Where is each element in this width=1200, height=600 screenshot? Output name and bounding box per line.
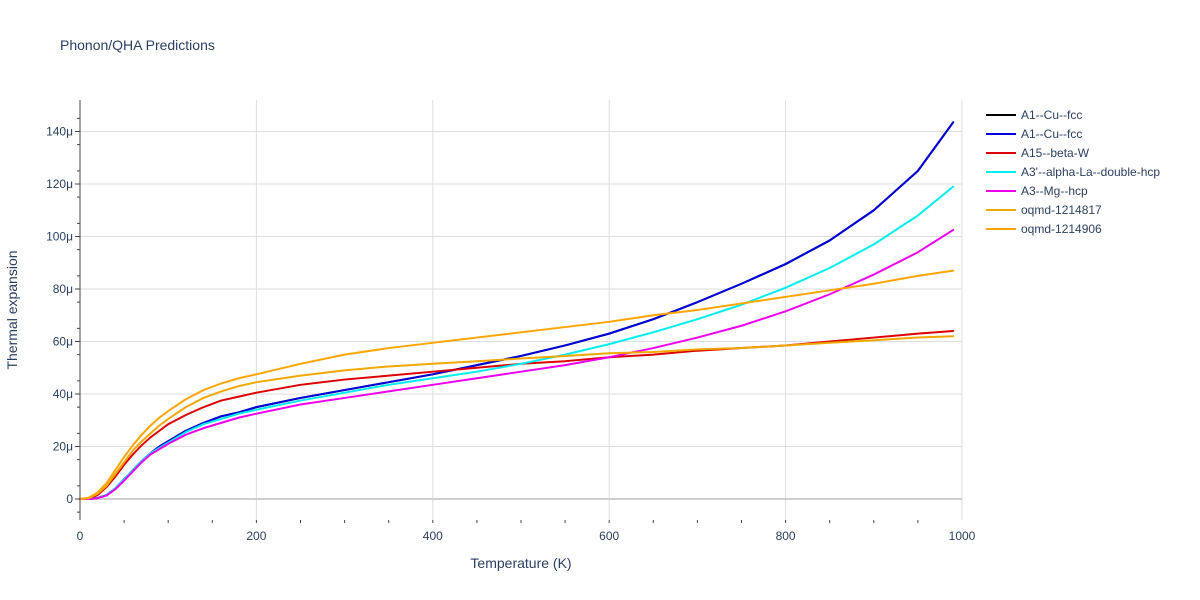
legend-item[interactable]: oqmd-1214906 xyxy=(986,222,1102,236)
legend-label: oqmd-1214906 xyxy=(1021,222,1102,236)
x-tick-label: 200 xyxy=(246,529,266,543)
series-line xyxy=(79,228,955,500)
legend-item[interactable]: oqmd-1214817 xyxy=(986,203,1102,217)
legend-label: A3'--alpha-La--double-hcp xyxy=(1021,165,1160,179)
series-line xyxy=(79,335,955,500)
x-tick-label: 800 xyxy=(776,529,796,543)
series-line xyxy=(79,121,955,500)
chart-title: Phonon/QHA Predictions xyxy=(60,37,215,53)
grid-lines xyxy=(80,100,963,520)
y-tick-label: 140μ xyxy=(46,125,73,139)
y-tick-label: 60μ xyxy=(53,335,73,349)
legend-label: A1--Cu--fcc xyxy=(1021,127,1082,141)
plot-series xyxy=(79,121,955,500)
series-line xyxy=(79,269,955,500)
y-tick-label: 20μ xyxy=(53,440,73,454)
x-tick-label: 1000 xyxy=(949,529,976,543)
legend-item[interactable]: A3--Mg--hcp xyxy=(986,184,1088,198)
y-axis-title: Thermal expansion xyxy=(4,250,20,369)
series-line xyxy=(79,121,955,500)
y-tick-label: 100μ xyxy=(46,230,73,244)
y-tick-label: 40μ xyxy=(53,387,73,401)
legend-label: A1--Cu--fcc xyxy=(1021,108,1082,122)
legend-label: A3--Mg--hcp xyxy=(1021,184,1088,198)
y-tick-label: 120μ xyxy=(46,177,73,191)
legend-item[interactable]: A1--Cu--fcc xyxy=(986,127,1082,141)
legend: A1--Cu--fcc A1--Cu--fcc A15--beta-W A3'--al… xyxy=(986,108,1160,236)
legend-label: oqmd-1214817 xyxy=(1021,203,1102,217)
x-tick-label: 600 xyxy=(599,529,619,543)
legend-item[interactable]: A3'--alpha-La--double-hcp xyxy=(986,165,1160,179)
legend-item[interactable]: A1--Cu--fcc xyxy=(986,108,1082,122)
x-tick-label: 400 xyxy=(423,529,443,543)
axes xyxy=(75,100,919,523)
y-tick-label: 0 xyxy=(66,492,73,506)
tick-labels: 0 200 400 600 800 1000 0 20μ 40μ 60μ 80μ 100μ 120μ 14… xyxy=(46,125,976,544)
x-tick-label: 0 xyxy=(77,529,84,543)
legend-item[interactable]: A15--beta-W xyxy=(986,146,1090,160)
x-axis-title: Temperature (K) xyxy=(470,555,571,571)
legend-label: A15--beta-W xyxy=(1021,146,1090,160)
y-tick-label: 80μ xyxy=(53,282,73,296)
